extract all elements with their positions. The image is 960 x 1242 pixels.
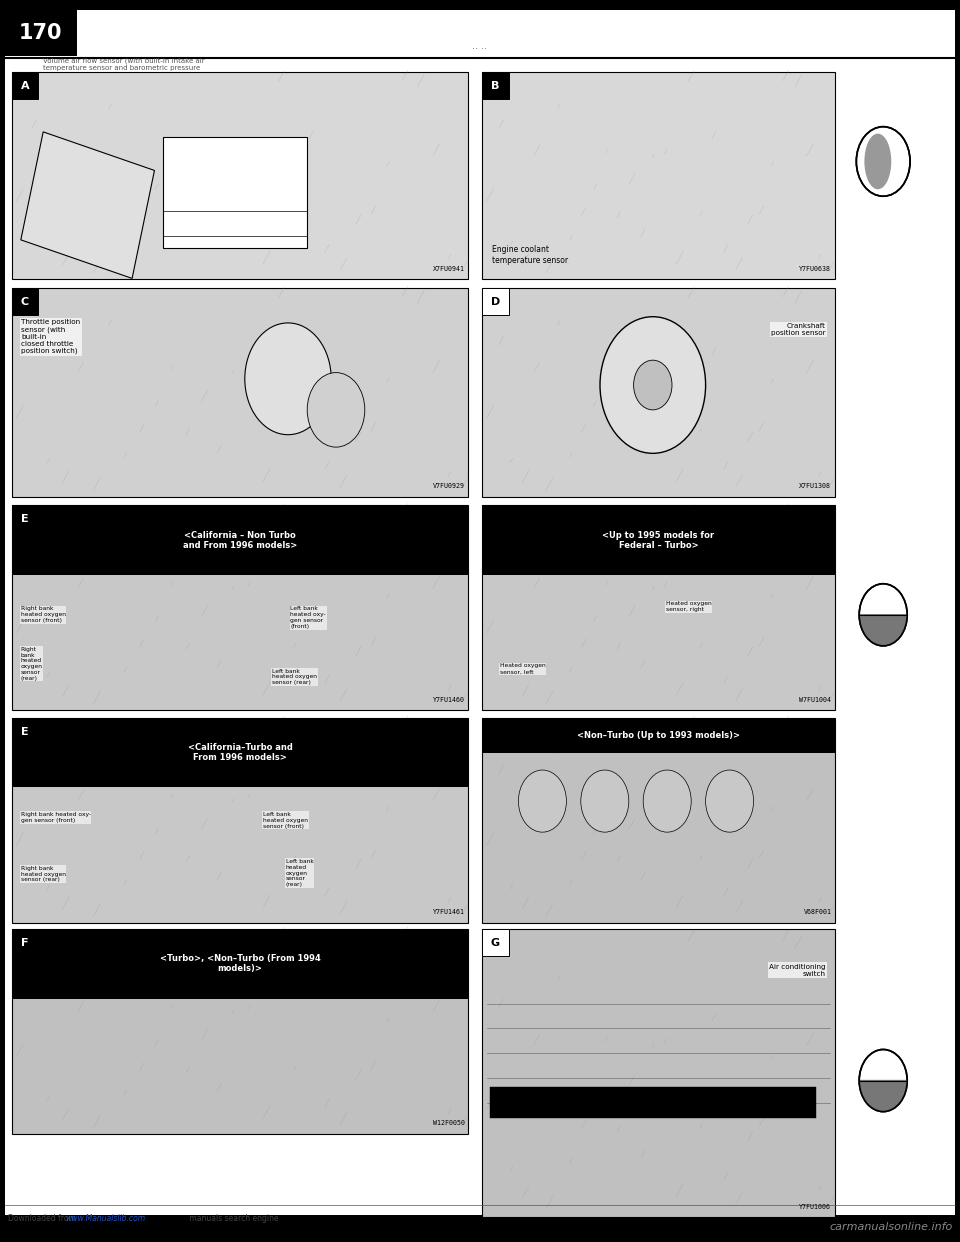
Bar — [490, 1087, 816, 1118]
Text: <Turbo>, <Non–Turbo (From 1994
models)>: <Turbo>, <Non–Turbo (From 1994 models)> — [159, 954, 321, 974]
Text: <California–Turbo and
From 1996 models>: <California–Turbo and From 1996 models> — [187, 743, 293, 763]
Text: F: F — [21, 938, 29, 948]
Circle shape — [856, 127, 910, 196]
Text: E: E — [492, 514, 499, 524]
Text: B: B — [492, 81, 499, 91]
Ellipse shape — [864, 134, 891, 189]
Text: V68F001: V68F001 — [804, 909, 831, 915]
Bar — [12, 929, 468, 999]
Text: Left bank
heated
oxygen
sensor
(rear): Left bank heated oxygen sensor (rear) — [286, 859, 314, 887]
Text: V7FU0929: V7FU0929 — [433, 483, 465, 489]
Text: Right
bank
heated
oxygen
sensor
(rear): Right bank heated oxygen sensor (rear) — [21, 647, 42, 681]
Bar — [482, 72, 509, 99]
Circle shape — [307, 373, 365, 447]
Circle shape — [859, 584, 907, 646]
Bar — [21, 132, 155, 278]
Text: manuals search engine: manuals search engine — [187, 1213, 278, 1223]
Bar — [12, 718, 468, 923]
Circle shape — [581, 770, 629, 832]
Text: G: G — [491, 938, 500, 948]
Text: W12F0050: W12F0050 — [433, 1120, 465, 1126]
Bar — [12, 288, 468, 497]
Text: www.Manualslib.com: www.Manualslib.com — [65, 1213, 145, 1223]
Bar — [482, 72, 835, 279]
Text: A: A — [21, 81, 29, 91]
Text: Left bank
heated oxy-
gen sensor
(front): Left bank heated oxy- gen sensor (front) — [290, 606, 325, 628]
Bar — [12, 72, 468, 279]
Bar — [12, 718, 38, 745]
Bar — [12, 288, 38, 315]
Bar — [482, 505, 509, 533]
Text: <California – Non Turbo
and From 1996 models>: <California – Non Turbo and From 1996 mo… — [182, 530, 298, 550]
Text: W7FU1004: W7FU1004 — [800, 697, 831, 703]
Bar — [482, 929, 835, 1217]
Bar — [5, 10, 77, 56]
Text: <Up to 1995 models for
Federal – Turbo>: <Up to 1995 models for Federal – Turbo> — [603, 530, 714, 550]
Bar — [12, 505, 468, 710]
Text: Downloaded from: Downloaded from — [8, 1213, 78, 1223]
Text: Left bank
heated oxygen
sensor (front): Left bank heated oxygen sensor (front) — [263, 812, 308, 828]
Text: Volume air flow sensor (with built-in intake air
temperature sensor and barometr: Volume air flow sensor (with built-in in… — [43, 57, 204, 71]
Bar — [12, 505, 468, 575]
Text: Air conditioning
switch: Air conditioning switch — [769, 964, 826, 976]
Text: Right bank heated oxy-
gen sensor (front): Right bank heated oxy- gen sensor (front… — [21, 812, 90, 823]
Bar — [482, 288, 835, 497]
Bar — [482, 718, 835, 923]
Text: Right bank
heated oxygen
sensor (rear): Right bank heated oxygen sensor (rear) — [21, 866, 65, 882]
Bar — [163, 137, 307, 248]
Text: Y7FU1460: Y7FU1460 — [433, 697, 465, 703]
Text: D: D — [491, 297, 500, 307]
Bar — [482, 718, 509, 745]
Text: F: F — [492, 727, 499, 737]
Circle shape — [634, 360, 672, 410]
Text: .. ..: .. .. — [472, 41, 488, 51]
Bar — [12, 929, 468, 1134]
Text: C: C — [21, 297, 29, 307]
Circle shape — [600, 317, 706, 453]
Bar — [482, 505, 835, 710]
Text: E: E — [21, 514, 29, 524]
Bar — [482, 718, 835, 753]
Text: X7FU1308: X7FU1308 — [800, 483, 831, 489]
Text: Heated oxygen
sensor, right: Heated oxygen sensor, right — [665, 601, 711, 612]
Text: Crankshaft
position sensor: Crankshaft position sensor — [771, 323, 826, 335]
Circle shape — [643, 770, 691, 832]
Bar — [12, 72, 38, 99]
Text: Y7FU1461: Y7FU1461 — [433, 909, 465, 915]
Circle shape — [518, 770, 566, 832]
Circle shape — [245, 323, 331, 435]
Circle shape — [859, 1049, 907, 1112]
Text: <Non–Turbo (Up to 1993 models)>: <Non–Turbo (Up to 1993 models)> — [577, 730, 740, 740]
Bar — [482, 929, 509, 956]
Bar — [482, 288, 509, 315]
Bar — [12, 505, 38, 533]
Text: Throttle position
sensor (with
built-in
closed throttle
position switch): Throttle position sensor (with built-in … — [21, 319, 81, 354]
Bar — [12, 718, 468, 787]
Text: carmanualsonline.info: carmanualsonline.info — [829, 1222, 952, 1232]
Text: E: E — [21, 727, 29, 737]
Text: X7FU0941: X7FU0941 — [433, 266, 465, 272]
Text: Right bank
heated oxygen
sensor (front): Right bank heated oxygen sensor (front) — [21, 606, 65, 623]
Text: Left bank
heated oxygen
sensor (rear): Left bank heated oxygen sensor (rear) — [272, 668, 317, 686]
Bar — [482, 505, 835, 575]
Bar — [12, 929, 38, 956]
Text: Heated oxygen
sensor, left: Heated oxygen sensor, left — [499, 663, 545, 674]
Text: Y7FU0638: Y7FU0638 — [800, 266, 831, 272]
Text: Y7FU1006: Y7FU1006 — [800, 1203, 831, 1210]
Polygon shape — [859, 1081, 907, 1112]
Text: Engine coolant
temperature sensor: Engine coolant temperature sensor — [492, 245, 567, 265]
Circle shape — [706, 770, 754, 832]
Polygon shape — [859, 615, 907, 646]
Text: 170: 170 — [18, 22, 62, 43]
